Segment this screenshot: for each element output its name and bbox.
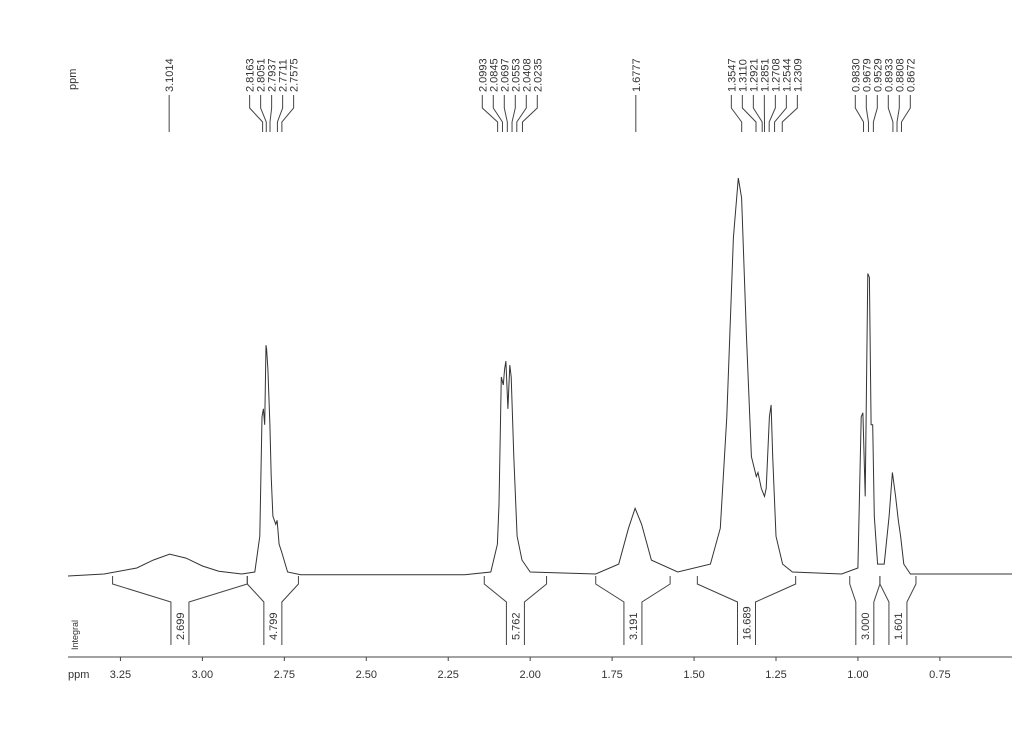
peak-label: 2.7711 xyxy=(278,59,290,92)
peak-label: 1.3547 xyxy=(726,58,738,92)
integral-bracket xyxy=(483,576,548,645)
peak-label: 2.0235 xyxy=(532,58,544,92)
peak-leader xyxy=(781,95,798,132)
peak-label: 2.0408 xyxy=(521,58,533,92)
x-tick-label: 3.25 xyxy=(110,669,131,681)
integral-value: 4.799 xyxy=(268,612,280,640)
x-tick-label: 2.75 xyxy=(274,669,295,681)
peak-leader xyxy=(752,95,763,132)
peak-label: 3.1014 xyxy=(164,58,176,92)
peak-label: 2.8051 xyxy=(256,58,268,92)
peak-label: 1.2708 xyxy=(770,58,782,92)
peak-leader xyxy=(887,95,894,132)
peak-label: 0.9529 xyxy=(872,58,884,92)
peak-label: 2.7937 xyxy=(267,58,279,92)
spectrum xyxy=(67,177,1012,577)
x-tick-label: 0.75 xyxy=(929,669,950,681)
peak-label: 2.0845 xyxy=(488,58,500,92)
peak-leader xyxy=(741,95,757,132)
peak-leader xyxy=(872,95,878,132)
integral-bracket xyxy=(696,576,797,645)
peak-label: 0.8672 xyxy=(905,58,917,92)
peak-leader xyxy=(511,95,516,132)
peak-leader xyxy=(276,95,284,132)
peak-label: 1.3110 xyxy=(737,59,749,92)
integral-bracket xyxy=(246,576,299,645)
peak-label-unit: ppm xyxy=(67,69,79,90)
peak-leader xyxy=(503,95,508,132)
peak-leader xyxy=(521,95,538,132)
x-tick-label: 2.25 xyxy=(438,669,459,681)
peak-label: 0.8808 xyxy=(894,58,906,92)
peak-label: 1.2921 xyxy=(748,58,760,92)
x-tick-label: 2.50 xyxy=(356,669,377,681)
peak-leader xyxy=(260,95,267,132)
peak-leader xyxy=(249,95,264,132)
peak-leader xyxy=(900,95,911,132)
integral-value: 3.191 xyxy=(628,612,640,640)
peak-label: 1.2544 xyxy=(781,58,793,92)
integral-value: 16.689 xyxy=(742,606,754,640)
peak-leader xyxy=(269,95,273,132)
peak-label: 2.7575 xyxy=(289,58,301,92)
x-tick-label: 1.50 xyxy=(683,669,704,681)
x-tick-label: 2.00 xyxy=(519,669,540,681)
x-tick-label: 3.00 xyxy=(192,669,213,681)
peak-label: 0.9679 xyxy=(861,58,873,92)
peak-label: 2.8163 xyxy=(245,58,257,92)
x-axis-label: ppm xyxy=(68,669,89,681)
peak-leader xyxy=(768,95,776,132)
peak-leader xyxy=(854,95,865,132)
peak-leader xyxy=(516,95,527,132)
integral-label: Integral xyxy=(70,620,80,650)
peak-leader xyxy=(730,95,743,132)
peak-label: 1.6777 xyxy=(631,58,643,92)
peak-label: 2.0553 xyxy=(510,58,522,92)
peak-label: 0.8933 xyxy=(883,58,895,92)
integral-bracket xyxy=(879,576,917,645)
peak-label: 2.0697 xyxy=(499,58,511,92)
peak-label: 0.9830 xyxy=(850,58,862,92)
x-tick-label: 1.75 xyxy=(601,669,622,681)
x-tick-label: 1.25 xyxy=(765,669,786,681)
peak-leader xyxy=(481,95,499,132)
integral-bracket xyxy=(595,576,671,645)
peak-label: 1.2309 xyxy=(792,58,804,92)
integral-value: 5.762 xyxy=(510,612,522,640)
peak-leader xyxy=(774,95,787,132)
peak-label: 2.0993 xyxy=(477,58,489,92)
peak-leader xyxy=(865,95,869,132)
x-tick-label: 1.00 xyxy=(847,669,868,681)
peak-leader xyxy=(281,95,295,132)
peak-leader xyxy=(492,95,503,132)
peak-label: 1.2851 xyxy=(759,58,771,92)
peak-leader xyxy=(896,95,900,132)
integral-value: 1.601 xyxy=(893,612,905,640)
integral-value: 2.699 xyxy=(175,612,187,640)
integral-value: 3.000 xyxy=(860,612,872,640)
